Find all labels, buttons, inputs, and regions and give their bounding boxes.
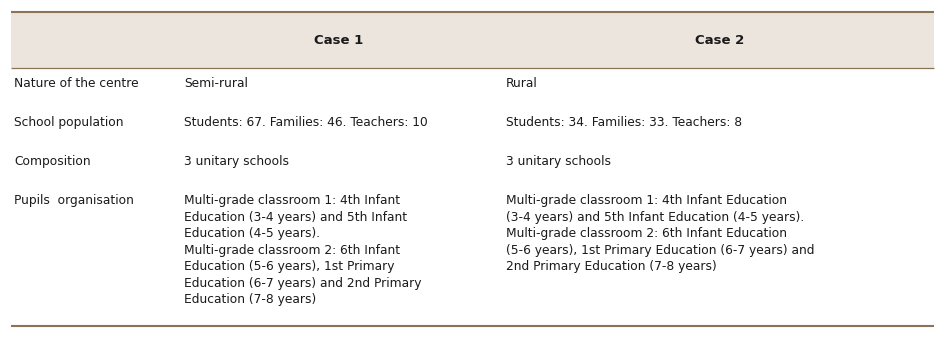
Text: Pupils  organisation: Pupils organisation bbox=[14, 194, 134, 207]
Text: Case 2: Case 2 bbox=[695, 33, 744, 47]
Text: Composition: Composition bbox=[14, 155, 91, 168]
Text: Semi-rural: Semi-rural bbox=[184, 77, 248, 90]
Bar bbox=[11, 12, 933, 68]
Text: Multi-grade classroom 1: 4th Infant Education
(3-4 years) and 5th Infant Educati: Multi-grade classroom 1: 4th Infant Educ… bbox=[505, 194, 813, 273]
Text: Nature of the centre: Nature of the centre bbox=[14, 77, 139, 90]
Text: Multi-grade classroom 1: 4th Infant
Education (3-4 years) and 5th Infant
Educati: Multi-grade classroom 1: 4th Infant Educ… bbox=[184, 194, 421, 306]
Text: Students: 67. Families: 46. Teachers: 10: Students: 67. Families: 46. Teachers: 10 bbox=[184, 116, 428, 129]
Text: 3 unitary schools: 3 unitary schools bbox=[184, 155, 289, 168]
Text: 3 unitary schools: 3 unitary schools bbox=[505, 155, 610, 168]
Text: School population: School population bbox=[14, 116, 124, 129]
Text: Rural: Rural bbox=[505, 77, 537, 90]
Text: Students: 34. Families: 33. Teachers: 8: Students: 34. Families: 33. Teachers: 8 bbox=[505, 116, 741, 129]
Text: Case 1: Case 1 bbox=[313, 33, 362, 47]
